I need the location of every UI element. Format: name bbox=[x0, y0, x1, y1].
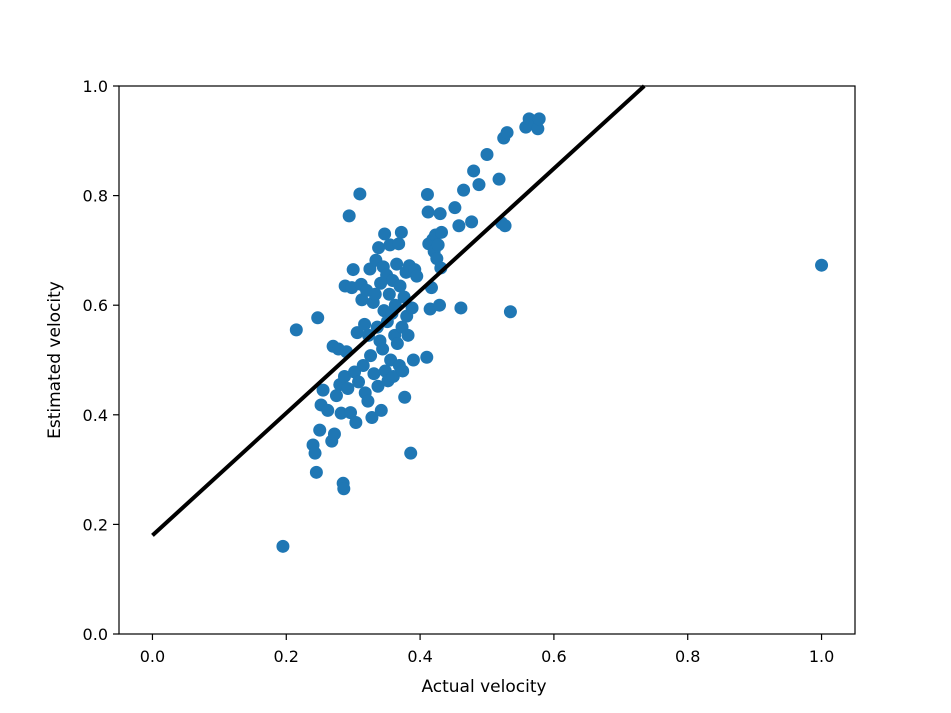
data-point-69 bbox=[390, 257, 404, 271]
data-point-121 bbox=[532, 112, 546, 126]
data-point-111 bbox=[492, 172, 506, 186]
data-point-18 bbox=[337, 482, 351, 496]
data-point-100 bbox=[433, 207, 447, 221]
data-point-1 bbox=[289, 323, 303, 337]
data-point-76 bbox=[396, 364, 410, 378]
data-point-6 bbox=[313, 423, 327, 437]
data-point-83 bbox=[404, 446, 418, 460]
data-point-8 bbox=[316, 383, 330, 397]
data-point-102 bbox=[435, 225, 448, 239]
fit-line-layer bbox=[151, 84, 646, 537]
data-point-74 bbox=[394, 225, 408, 239]
data-point-13 bbox=[329, 389, 343, 403]
data-point-48 bbox=[371, 379, 385, 393]
data-point-56 bbox=[378, 227, 392, 241]
data-point-81 bbox=[401, 328, 415, 342]
fit-line bbox=[151, 84, 646, 537]
data-point-31 bbox=[353, 187, 367, 201]
data-point-52 bbox=[374, 403, 388, 417]
data-point-19 bbox=[337, 369, 351, 383]
data-point-28 bbox=[349, 415, 363, 429]
data-point-115 bbox=[500, 126, 514, 140]
data-point-3 bbox=[308, 446, 322, 460]
y-tick-label-5: 1.0 bbox=[83, 77, 108, 96]
data-point-88 bbox=[420, 350, 434, 364]
data-point-105 bbox=[454, 301, 468, 315]
data-point-122 bbox=[815, 258, 829, 272]
data-point-71 bbox=[392, 237, 406, 251]
y-axis-label: Estimated velocity bbox=[45, 281, 65, 439]
y-tick-label-1: 0.2 bbox=[83, 515, 108, 534]
data-point-61 bbox=[382, 287, 396, 301]
data-point-120 bbox=[531, 122, 545, 136]
data-point-89 bbox=[420, 188, 434, 201]
y-tick-label-3: 0.6 bbox=[83, 296, 108, 315]
data-point-34 bbox=[356, 358, 370, 372]
data-point-16 bbox=[334, 406, 348, 420]
data-point-0 bbox=[276, 539, 290, 553]
plot-frame bbox=[118, 85, 856, 635]
data-point-45 bbox=[368, 287, 382, 301]
x-axis-label: Actual velocity bbox=[421, 677, 546, 697]
x-tick-label-3: 0.6 bbox=[541, 647, 566, 666]
data-point-70 bbox=[390, 337, 404, 351]
data-point-99 bbox=[432, 298, 446, 312]
x-tick-label-2: 0.4 bbox=[407, 647, 432, 666]
data-point-114 bbox=[498, 219, 512, 233]
data-point-35 bbox=[358, 317, 372, 331]
data-point-87 bbox=[410, 269, 424, 283]
data-point-73 bbox=[393, 279, 407, 293]
data-point-4 bbox=[309, 465, 323, 479]
data-point-23 bbox=[342, 209, 356, 223]
data-point-90 bbox=[421, 205, 435, 219]
data-point-9 bbox=[321, 403, 335, 417]
x-tick-label-5: 1.0 bbox=[809, 647, 834, 666]
data-point-42 bbox=[365, 411, 379, 425]
data-point-110 bbox=[480, 148, 494, 161]
data-point-103 bbox=[448, 201, 462, 215]
data-point-49 bbox=[372, 241, 386, 255]
data-point-38 bbox=[361, 394, 375, 408]
data-point-22 bbox=[341, 382, 355, 395]
x-tick-label-4: 0.8 bbox=[675, 647, 700, 666]
data-point-116 bbox=[503, 305, 517, 319]
y-axis: 0.0 0.2 0.4 0.6 0.8 1.0 bbox=[83, 77, 119, 644]
data-point-84 bbox=[405, 301, 419, 315]
y-tick-label-4: 0.8 bbox=[83, 187, 108, 206]
data-point-53 bbox=[376, 342, 390, 356]
x-tick-label-1: 0.2 bbox=[274, 647, 299, 666]
data-point-98 bbox=[431, 238, 445, 252]
data-point-30 bbox=[352, 375, 366, 389]
data-point-106 bbox=[457, 183, 471, 197]
data-point-26 bbox=[346, 263, 360, 277]
data-point-104 bbox=[452, 219, 466, 233]
x-tick-label-0: 0.0 bbox=[140, 647, 165, 666]
y-tick-label-2: 0.4 bbox=[83, 406, 108, 425]
y-tick-label-0: 0.0 bbox=[83, 625, 108, 644]
data-point-24 bbox=[344, 406, 358, 420]
data-point-107 bbox=[465, 215, 479, 229]
data-point-12 bbox=[327, 427, 341, 441]
data-point-78 bbox=[398, 390, 412, 404]
x-axis: 0.0 0.2 0.4 0.6 0.8 1.0 bbox=[140, 634, 834, 666]
data-point-85 bbox=[406, 353, 420, 367]
data-point-44 bbox=[367, 367, 381, 381]
data-point-5 bbox=[311, 311, 325, 325]
points-layer bbox=[276, 112, 829, 553]
data-point-108 bbox=[467, 164, 481, 178]
data-point-41 bbox=[364, 349, 378, 363]
data-point-109 bbox=[472, 178, 486, 192]
data-point-66 bbox=[386, 369, 400, 383]
